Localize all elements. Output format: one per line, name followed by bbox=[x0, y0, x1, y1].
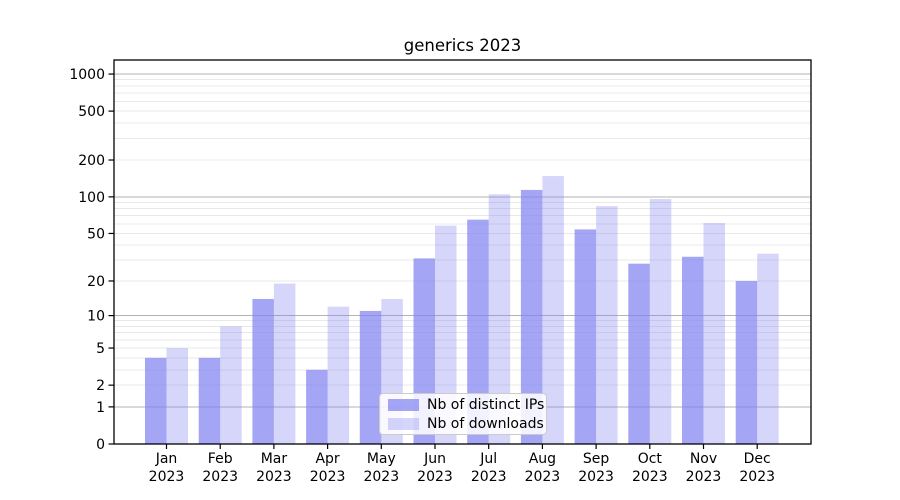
legend-label-distinct-ips: Nb of distinct IPs bbox=[427, 396, 545, 413]
legend-item-distinct-ips: Nb of distinct IPs bbox=[388, 397, 546, 413]
y-tick-label: 1000 bbox=[69, 67, 105, 83]
x-tick-label-jun: Jun 2023 bbox=[417, 451, 453, 485]
bar-dec-distinct-ips bbox=[735, 280, 758, 444]
bar-feb-downloads bbox=[220, 326, 242, 444]
legend-swatch-downloads bbox=[388, 417, 419, 430]
bar-may-distinct-ips bbox=[359, 310, 382, 444]
x-tick-label-feb: Feb 2023 bbox=[202, 451, 238, 485]
chart-title: generics 2023 bbox=[403, 36, 522, 55]
x-tick-label-sep: Sep 2023 bbox=[578, 451, 614, 485]
bar-oct-distinct-ips bbox=[628, 263, 650, 444]
bar-jun-downloads bbox=[435, 225, 457, 444]
bar-sep-downloads bbox=[596, 206, 618, 444]
bar-jan-downloads bbox=[166, 348, 188, 444]
bar-sep-distinct-ips bbox=[574, 229, 597, 444]
y-tick-label: 0 bbox=[96, 437, 105, 453]
bar-oct-downloads bbox=[649, 199, 672, 444]
x-tick-label-nov: Nov 2023 bbox=[686, 451, 722, 485]
bar-nov-distinct-ips bbox=[682, 256, 704, 444]
y-tick-label: 50 bbox=[87, 226, 105, 242]
legend-label-downloads: Nb of downloads bbox=[427, 415, 544, 432]
bar-feb-distinct-ips bbox=[198, 357, 221, 444]
legend-swatch-distinct-ips bbox=[388, 398, 419, 411]
bar-jul-downloads bbox=[488, 194, 511, 444]
y-tick-label: 200 bbox=[78, 153, 105, 169]
bar-dec-downloads bbox=[757, 253, 779, 444]
y-tick-label: 1 bbox=[96, 400, 105, 416]
bar-aug-downloads bbox=[542, 176, 564, 444]
x-tick-label-may: May 2023 bbox=[363, 451, 399, 485]
x-tick-label-jul: Jul 2023 bbox=[471, 451, 507, 485]
bar-mar-downloads bbox=[273, 283, 296, 444]
x-tick-label-mar: Mar 2023 bbox=[256, 451, 292, 485]
x-tick-label-apr: Apr 2023 bbox=[310, 451, 346, 485]
bar-mar-distinct-ips bbox=[252, 298, 274, 444]
y-tick-label: 10 bbox=[87, 309, 105, 325]
y-tick-label: 20 bbox=[87, 274, 105, 290]
bar-nov-downloads bbox=[703, 222, 725, 444]
bar-jan-distinct-ips bbox=[145, 357, 167, 444]
x-tick-label-jan: Jan 2023 bbox=[149, 451, 185, 485]
y-tick-label: 100 bbox=[78, 190, 105, 206]
plot-border bbox=[113, 59, 812, 445]
bar-jul-distinct-ips bbox=[467, 219, 489, 444]
y-tick-label: 5 bbox=[96, 341, 105, 357]
legend-item-downloads: Nb of downloads bbox=[388, 416, 546, 432]
x-tick-label-aug: Aug 2023 bbox=[525, 451, 561, 485]
bar-aug-distinct-ips bbox=[520, 189, 543, 444]
y-tick-label: 500 bbox=[78, 104, 105, 120]
y-tick-label: 2 bbox=[96, 378, 105, 394]
bar-apr-distinct-ips bbox=[306, 369, 328, 444]
legend: Nb of distinct IPs Nb of downloads bbox=[379, 393, 547, 435]
x-tick-label-dec: Dec 2023 bbox=[739, 451, 775, 485]
x-tick-label-oct: Oct 2023 bbox=[632, 451, 668, 485]
bar-apr-downloads bbox=[327, 306, 350, 444]
